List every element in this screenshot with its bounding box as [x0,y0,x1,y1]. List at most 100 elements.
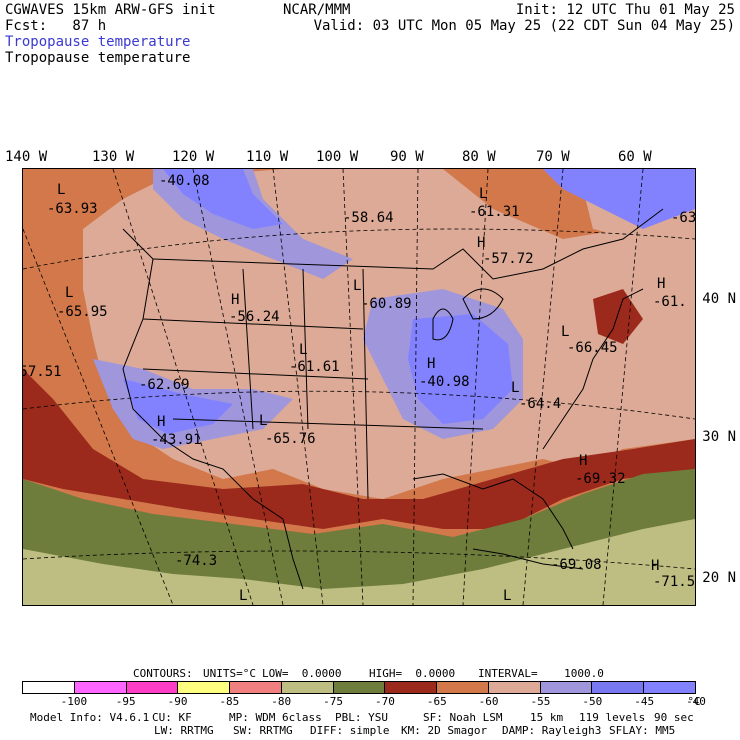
footer-sf: SF: Noah LSM [423,711,503,724]
contour-value: -60.89 [361,296,412,312]
low-marker: L [479,186,488,202]
contour-value: -61.61 [289,359,340,375]
high-marker: H [657,276,666,292]
color-legend-label: -70 [374,695,395,708]
lon-label: 100 W [316,149,359,165]
color-legend-label: -90 [167,695,188,708]
lon-label: 60 W [618,149,652,165]
color-swatch [126,682,179,693]
color-legend-label: -55 [530,695,551,708]
footer-pbl: PBL: YSU [335,711,388,724]
high-marker: H [427,356,436,372]
color-swatch [644,682,695,693]
color-legend-label: -45 [634,695,655,708]
lon-label: 120 W [172,149,215,165]
high-marker: H [157,414,166,430]
contour-value: -61.31 [469,204,520,220]
low-marker: L [561,324,570,340]
color-legend-label: -100 [60,695,88,708]
color-legend-label: °C [687,695,701,708]
color-legend-label: -75 [323,695,343,708]
color-swatch [540,682,593,693]
footer-lw: LW: RRTMG [154,724,214,737]
footer-cu: CU: KF [152,711,192,724]
contour-value: -40.98 [419,374,470,390]
contour-value: -66.45 [567,340,618,356]
contour-value: -65.76 [265,431,316,447]
map-panel: L -63.93 -40.08 -58.64 L -61.31 H -57.72… [22,168,696,606]
footer-mp: MP: WDM 6class [229,711,322,724]
contour-value: -64.4 [519,396,562,412]
lon-label: 90 W [390,149,424,165]
color-legend [22,681,696,694]
graticule [23,169,695,605]
interval-label: INTERVAL= 1000.0 [478,667,604,680]
contour-value: -58.64 [343,210,394,226]
field-blue-center [408,314,513,424]
footer-resolution: 15 km [530,711,564,724]
field-title-colored: Tropopause temperature [5,34,191,50]
color-legend-labels: -100 -95 -90 -85 -80 -75 -70 -65 -60 -55 -50 -45 -40… [22,695,706,709]
contour-value: -57.72 [483,251,534,267]
low-marker: L [353,278,362,294]
contour-value: -62.69 [139,377,190,393]
high-label: HIGH= 0.0000 [369,667,456,680]
low-marker: L [65,285,74,301]
contour-value: -63.93 [47,201,98,217]
footer-timestep: 90 sec [654,711,694,724]
color-legend-label: -95 [115,695,136,708]
lat-label: 40 N [702,291,736,307]
contour-value: -63 [671,210,696,226]
field-khaki [23,519,695,605]
lat-label: 20 N [702,570,736,586]
color-swatch [385,682,438,693]
high-marker: H [579,453,588,469]
color-swatch [230,682,282,693]
contour-value: -61. [653,294,687,310]
field-dark-red [23,369,695,529]
color-swatch [74,682,127,693]
forecast-hour: Fcst: 87 h [5,18,107,34]
valid-time: Valid: 03 UTC Mon 05 May 25 (22 CDT Sun … [313,18,735,34]
contour-value: -40.08 [159,173,210,189]
color-swatch [23,682,75,693]
lon-label: 80 W [462,149,496,165]
contour-value: -56.24 [229,309,280,325]
low-marker: L [503,588,512,604]
contour-value: -43.91 [151,432,202,448]
tropopause-temperature-map [23,169,695,605]
color-legend-label: -80 [271,695,292,708]
color-swatch [178,682,231,693]
lat-label: 30 N [702,429,736,445]
footer-sflay: SFLAY: MM5 [609,724,676,737]
low-marker: L [57,182,66,198]
units-label: UNITS=°C [203,667,256,680]
lon-label: 140 W [5,149,48,165]
contour-value: -65.95 [57,304,108,320]
footer-levels: 119 levels [579,711,646,724]
field-blue-nw [163,169,283,229]
low-marker: L [239,588,248,604]
high-marker: H [651,558,660,574]
color-legend-label: -60 [478,695,499,708]
color-swatch [592,682,645,693]
contour-value: -71.5 [653,574,696,590]
lon-label: 70 W [536,149,570,165]
color-legend-label: -50 [582,695,603,708]
field-title: Tropopause temperature [5,50,191,66]
color-swatch [437,682,489,693]
footer-km: KM: 2D Smagor [401,724,488,737]
political-boundaries [122,208,664,590]
lon-label: 110 W [246,149,289,165]
contour-value: -69.08 [551,557,602,573]
footer-damp: DAMP: Rayleigh3 [502,724,602,737]
contour-value: -69.32 [575,471,626,487]
high-marker: H [231,292,240,308]
lon-label: 130 W [92,149,135,165]
color-legend-label: -65 [426,695,447,708]
footer-diff: DIFF: simple [310,724,390,737]
high-marker: H [477,235,486,251]
low-label: LOW= 0.0000 [262,667,342,680]
contour-value: -74.3 [175,553,218,569]
color-swatch [281,682,334,693]
